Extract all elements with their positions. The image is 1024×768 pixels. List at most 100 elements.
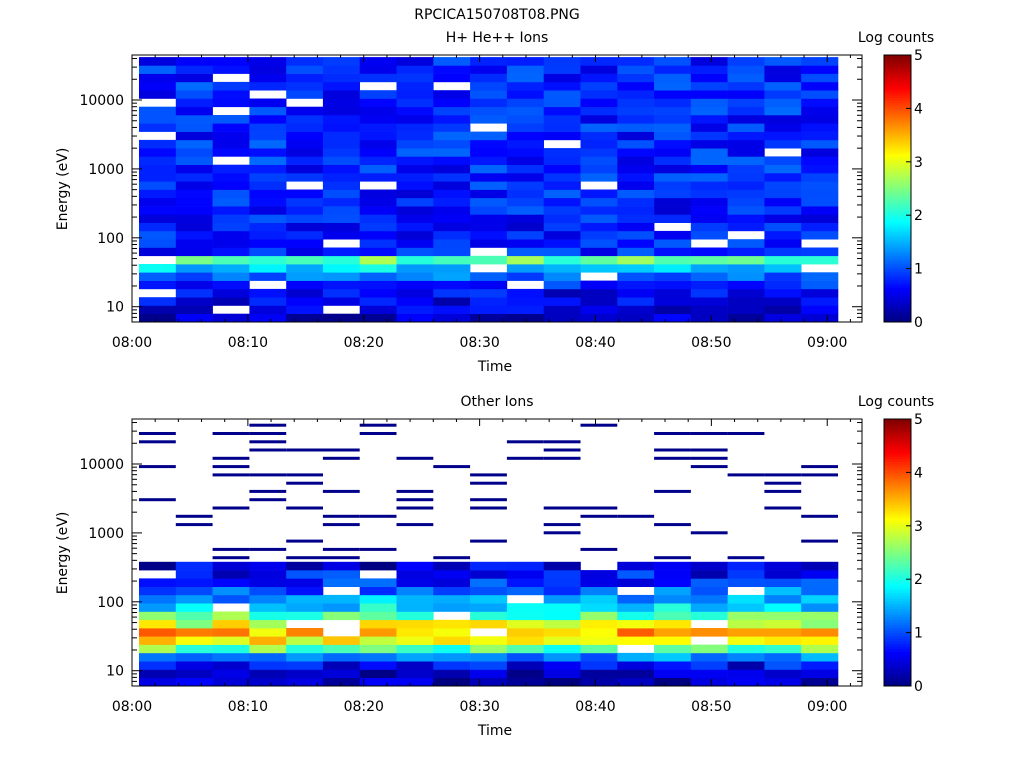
- heatmap-cell: [506, 115, 544, 124]
- heatmap-cell: [249, 106, 287, 116]
- heatmap-cell: [690, 255, 728, 265]
- heatmap-cell: [433, 139, 471, 149]
- heatmap-cell: [470, 115, 508, 124]
- colorbar-segment: [884, 659, 911, 663]
- heatmap-cell: [727, 181, 765, 190]
- heatmap-cell: [654, 669, 692, 678]
- heatmap-cell: [249, 222, 287, 232]
- heatmap-cell: [396, 280, 434, 290]
- colorbar-tick-label: 4: [914, 465, 923, 481]
- heatmap-cell: [396, 239, 434, 248]
- colorbar-segment: [884, 509, 911, 513]
- colorbar-segment: [884, 549, 911, 553]
- heatmap-cell: [139, 206, 177, 215]
- colorbar-segment: [884, 603, 911, 607]
- heatmap-cell: [359, 619, 397, 629]
- heatmap-cell: [175, 313, 213, 323]
- heatmap-cell: [654, 148, 692, 157]
- colorbar: 0 1 2 3 4 5: [883, 48, 923, 331]
- heatmap-cell: [506, 139, 544, 149]
- heatmap-cell: [690, 677, 728, 687]
- heatmap-cell: [139, 81, 177, 91]
- heatmap-cell: [764, 297, 802, 306]
- colorbar-segment: [884, 207, 911, 211]
- colorbar-segment: [884, 547, 911, 551]
- heatmap-cell: [396, 197, 434, 207]
- heatmap-cell: [286, 239, 324, 248]
- heatmap-cell: [580, 423, 618, 427]
- colorbar-tick-label: 0: [914, 315, 923, 331]
- heatmap-cell: [764, 239, 802, 248]
- heatmap-cell: [249, 214, 287, 223]
- heatmap-cell: [470, 57, 508, 66]
- heatmap-cell: [654, 73, 692, 83]
- heatmap-cell: [212, 148, 250, 157]
- heatmap-cell: [617, 652, 655, 662]
- heatmap-cell: [396, 456, 434, 460]
- heatmap-cell: [801, 222, 839, 232]
- heatmap-cell: [727, 98, 765, 108]
- heatmap-cell: [617, 661, 655, 670]
- heatmap-cell: [727, 247, 765, 257]
- colorbar-segment: [884, 276, 911, 280]
- colorbar-segment: [884, 244, 911, 248]
- x-tick-label: 08:20: [344, 699, 384, 715]
- heatmap-cell: [654, 297, 692, 306]
- heatmap-cell: [727, 570, 765, 579]
- colorbar-segment: [884, 305, 911, 310]
- colorbar-segment: [884, 485, 911, 489]
- colorbar-segment: [884, 464, 911, 468]
- heatmap-cell: [175, 173, 213, 182]
- heatmap-cell: [690, 148, 728, 157]
- heatmap-cell: [249, 669, 287, 678]
- heatmap-cell: [654, 489, 691, 493]
- heatmap-cell: [175, 611, 213, 621]
- x-tick-label: 08:10: [228, 335, 268, 351]
- heatmap-cell: [322, 570, 360, 579]
- heatmap-cell: [506, 57, 544, 66]
- heatmap-cell: [727, 619, 765, 629]
- heatmap-cell: [506, 90, 544, 99]
- heatmap-cell: [654, 456, 691, 460]
- heatmap-cell: [654, 123, 692, 132]
- heatmap-cell: [690, 561, 728, 571]
- heatmap-cell: [580, 189, 618, 199]
- heatmap-cell: [543, 586, 581, 596]
- colorbar-segment: [884, 145, 911, 149]
- y-axis-label: Energy (eV): [55, 512, 71, 595]
- heatmap-cell: [175, 98, 213, 108]
- heatmap-cell: [506, 272, 544, 281]
- heatmap-cell: [470, 98, 508, 108]
- heatmap-cell: [617, 123, 655, 132]
- heatmap-cell: [690, 139, 728, 149]
- colorbar-segment: [884, 252, 911, 256]
- heatmap-cell: [433, 313, 471, 323]
- heatmap-cell: [801, 619, 839, 629]
- heatmap-cell: [433, 115, 471, 124]
- y-tick-label: 100: [97, 595, 124, 611]
- heatmap-cell: [175, 197, 213, 207]
- heatmap-cell: [322, 222, 360, 232]
- heatmap-cell: [801, 189, 839, 199]
- heatmap-cell: [175, 619, 213, 629]
- heatmap-cell: [470, 539, 507, 543]
- heatmap-cell: [212, 313, 250, 323]
- heatmap-cell: [543, 73, 581, 83]
- heatmap-cell: [249, 578, 287, 587]
- colorbar-segment: [884, 295, 911, 299]
- heatmap-cell: [359, 73, 397, 83]
- heatmap-cell: [249, 644, 287, 654]
- heatmap-cell: [764, 570, 802, 579]
- heatmap-cell: [286, 164, 324, 174]
- heatmap-cell: [690, 586, 728, 596]
- heatmap-cell: [580, 123, 618, 132]
- heatmap-cell: [580, 148, 618, 157]
- heatmap-cell: [359, 239, 397, 248]
- heatmap-cell: [175, 90, 213, 99]
- heatmap-cell: [690, 531, 728, 535]
- heatmap-cell: [175, 288, 213, 298]
- heatmap-cell: [543, 123, 581, 132]
- colorbar-segment: [884, 209, 911, 213]
- heatmap-cell: [617, 115, 655, 124]
- heatmap-cell: [580, 313, 618, 323]
